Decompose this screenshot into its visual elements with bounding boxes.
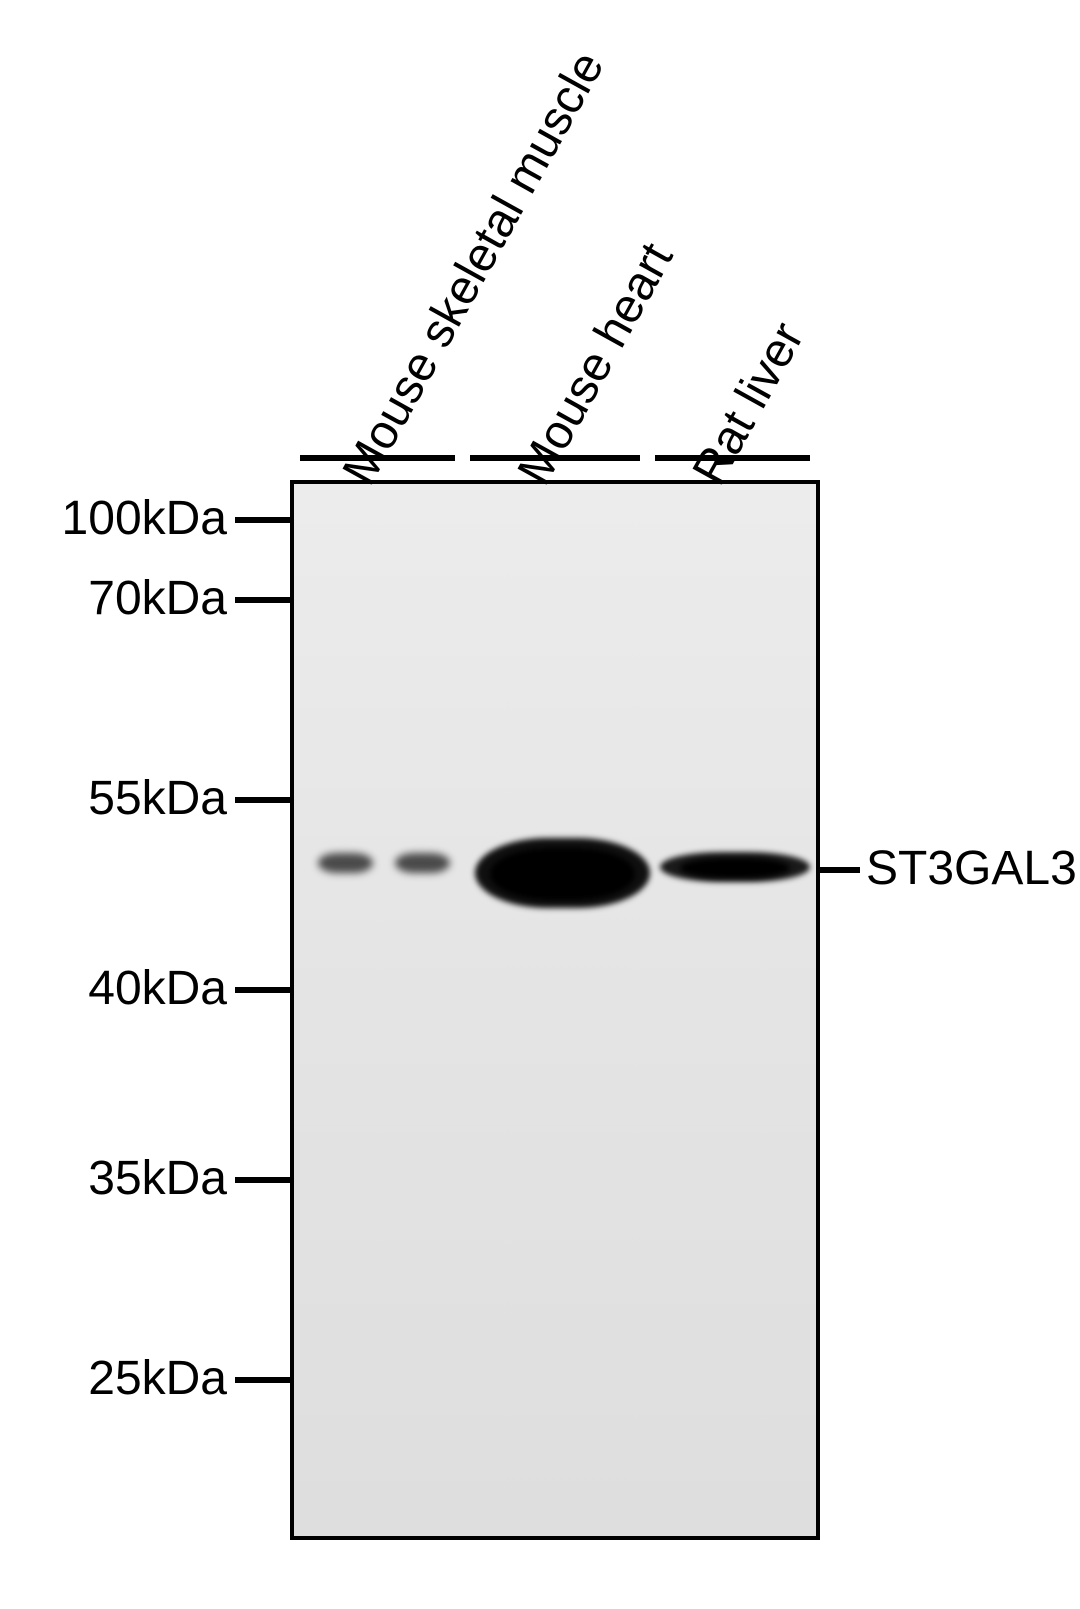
ladder-tick <box>235 1177 290 1183</box>
ladder-tick <box>235 987 290 993</box>
lane-label: Rat liver <box>682 313 815 494</box>
target-tick <box>820 867 860 873</box>
target-label: ST3GAL3 <box>866 841 1077 896</box>
ladder-label: 40kDa <box>20 961 227 1016</box>
blot-band <box>395 853 450 873</box>
ladder-label: 70kDa <box>20 571 227 626</box>
ladder-tick <box>235 597 290 603</box>
blot-band <box>318 853 373 873</box>
blot-band <box>680 858 790 878</box>
ladder-label: 25kDa <box>20 1351 227 1406</box>
ladder-label: 35kDa <box>20 1151 227 1206</box>
ladder-label: 100kDa <box>20 491 227 546</box>
ladder-tick <box>235 517 290 523</box>
blot-membrane <box>290 480 820 1540</box>
western-blot-figure: Mouse skeletal muscle Mouse heart Rat li… <box>0 0 1080 1609</box>
ladder-label: 55kDa <box>20 771 227 826</box>
ladder-tick <box>235 797 290 803</box>
blot-band <box>490 848 635 900</box>
ladder-tick <box>235 1377 290 1383</box>
